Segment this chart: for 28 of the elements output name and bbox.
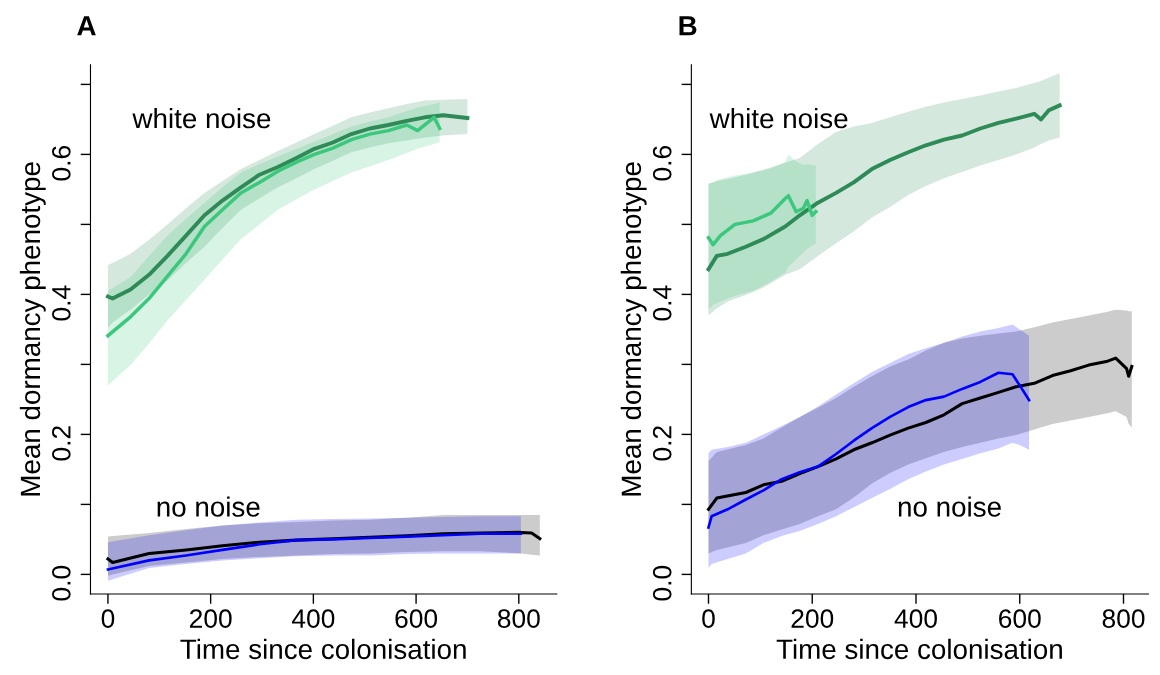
x-tick-label: 200 bbox=[791, 609, 834, 628]
x-tick-label: 600 bbox=[395, 609, 438, 628]
x-tick-label: 800 bbox=[1102, 609, 1145, 628]
annotation: no noise bbox=[157, 496, 260, 517]
y-tick-label: 0.2 bbox=[51, 426, 71, 461]
annotation: no noise bbox=[898, 496, 1001, 517]
x-tick-label: 200 bbox=[189, 609, 232, 628]
x-axis-title: Time since colonisation bbox=[180, 638, 466, 660]
x-tick-label: 0 bbox=[702, 609, 715, 628]
x-tick-label: 400 bbox=[894, 609, 937, 628]
annotation: white noise bbox=[709, 107, 848, 129]
y-tick-label: 0.0 bbox=[51, 565, 71, 601]
y-axis-title: Mean dormancy phenotype bbox=[620, 162, 647, 496]
x-tick-label: 800 bbox=[497, 609, 540, 628]
y-tick-label: 0.6 bbox=[51, 145, 71, 181]
annotation: white noise bbox=[132, 107, 271, 129]
y-tick-label: 0.0 bbox=[652, 565, 672, 601]
x-tick-label: 400 bbox=[291, 609, 335, 628]
chart-title: B bbox=[679, 16, 697, 36]
y-axis-title: Mean dormancy phenotype bbox=[19, 162, 46, 496]
x-axis-title: Time since colonisation bbox=[776, 638, 1062, 660]
chart-title: A bbox=[77, 16, 96, 36]
y-tick-label: 0.4 bbox=[652, 285, 672, 321]
y-tick-label: 0.6 bbox=[652, 145, 672, 181]
y-tick-label: 0.4 bbox=[51, 285, 71, 321]
x-tick-label: 600 bbox=[999, 609, 1041, 628]
x-tick-label: 0 bbox=[101, 609, 115, 628]
y-tick-label: 0.2 bbox=[652, 426, 672, 461]
